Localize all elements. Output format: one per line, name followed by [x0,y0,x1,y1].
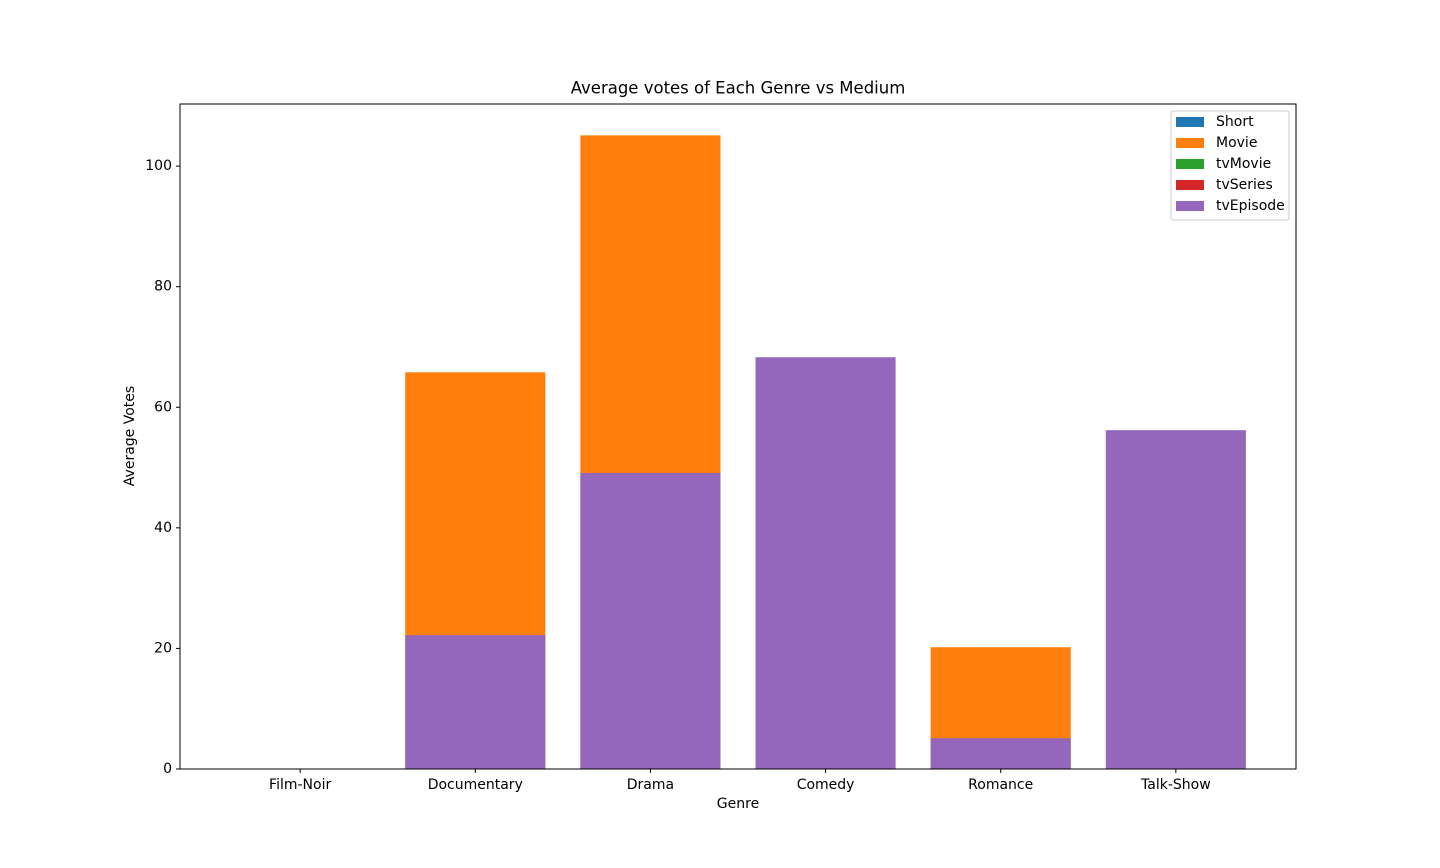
y-axis-label: Average Votes [122,386,138,486]
x-tick-label: Drama [627,777,674,793]
y-tick-label: 60 [154,399,172,415]
plot-frame [179,103,1297,770]
legend-swatch [1176,138,1204,148]
x-tick-label: Film-Noir [269,777,331,793]
legend-label: Movie [1216,135,1257,151]
legend-swatch [1176,180,1204,190]
legend-swatch [1176,159,1204,169]
bar [580,472,721,769]
y-tick-label: 80 [154,279,172,295]
x-tick-label: Comedy [797,777,855,793]
y-tick-label: 100 [145,158,172,174]
y-tick-label: 20 [154,640,172,656]
x-axis-label: Genre [717,796,759,812]
bar [1105,430,1246,769]
bar [755,357,896,769]
legend-label: tvEpisode [1216,198,1285,214]
chart-title: Average votes of Each Genre vs Medium [571,79,906,98]
legend-label: Short [1216,114,1254,130]
legend-label: tvSeries [1216,177,1273,193]
legend-swatch [1176,117,1204,127]
legend-swatch [1176,201,1204,211]
y-tick-label: 0 [163,761,172,777]
y-tick-label: 40 [154,520,172,536]
x-tick-label: Documentary [428,777,523,793]
bar [405,635,546,769]
x-tick-label: Talk-Show [1140,777,1211,793]
x-tick-label: Romance [968,777,1033,793]
plot-area [405,135,1246,770]
legend-label: tvMovie [1216,156,1271,172]
bar [930,738,1071,769]
